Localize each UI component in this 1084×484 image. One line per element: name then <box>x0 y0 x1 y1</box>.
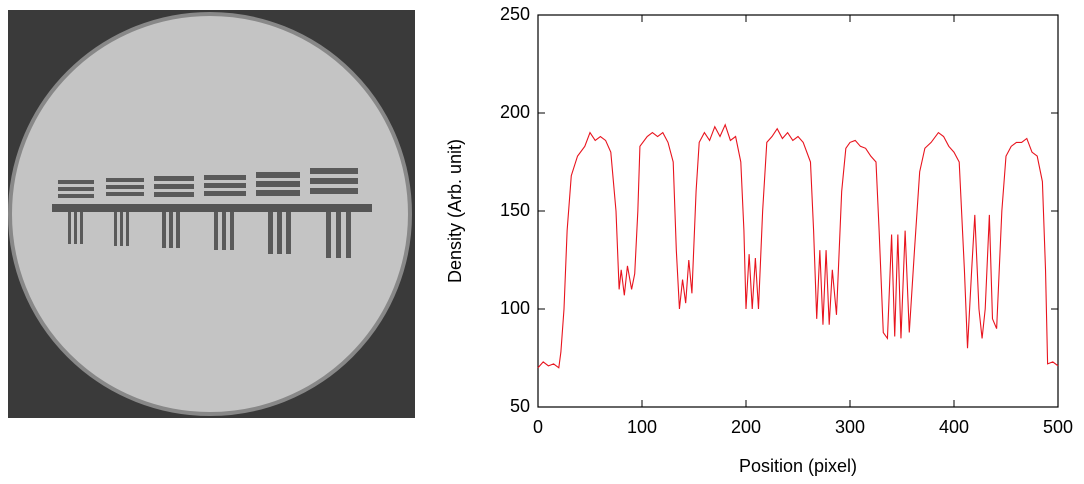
y-tick-label: 50 <box>510 396 530 416</box>
y-tick-label: 250 <box>500 4 530 24</box>
y-tick-label: 150 <box>500 200 530 220</box>
x-tick-label: 400 <box>939 417 969 437</box>
data-line <box>537 123 1059 369</box>
x-tick-label: 0 <box>533 417 543 437</box>
y-tick-label: 200 <box>500 102 530 122</box>
y-axis-title: Density (Arb. unit) <box>445 139 465 283</box>
x-tick-label: 200 <box>731 417 761 437</box>
x-tick-label: 100 <box>627 417 657 437</box>
x-axis-title: Position (pixel) <box>739 456 857 476</box>
x-tick-label: 300 <box>835 417 865 437</box>
y-tick-label: 100 <box>500 298 530 318</box>
x-tick-label: 500 <box>1043 417 1073 437</box>
xray-image <box>8 10 415 418</box>
